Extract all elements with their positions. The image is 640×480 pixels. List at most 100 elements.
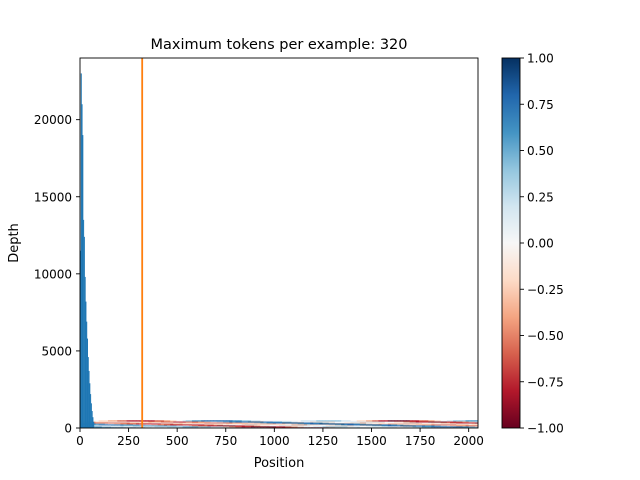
heatmap-cell	[331, 425, 336, 427]
heatmap-cell	[450, 426, 454, 428]
heatmap-cell	[188, 420, 193, 422]
heatmap-cell	[101, 426, 106, 428]
heatmap-cell	[313, 424, 317, 426]
heatmap-cell	[179, 420, 183, 422]
y-tick-label: 0	[64, 422, 72, 436]
heatmap-cell	[226, 423, 230, 425]
heatmap-cell	[126, 426, 131, 428]
heatmap-cell	[378, 423, 382, 425]
heatmap-cell	[412, 424, 417, 426]
heatmap-cell	[409, 424, 414, 426]
heatmap-cell	[123, 424, 127, 426]
heatmap-cell	[154, 424, 159, 426]
heatmap-cell	[257, 425, 261, 427]
heatmap-cell	[269, 427, 274, 428]
heatmap-cell	[210, 426, 215, 428]
heatmap-cell	[254, 423, 258, 425]
heatmap-cell	[325, 426, 330, 428]
heatmap-cell	[453, 423, 457, 425]
heatmap-cell	[282, 422, 286, 424]
heatmap-cell	[191, 427, 196, 428]
heatmap-cell	[120, 424, 124, 426]
heatmap-cell	[148, 422, 152, 424]
heatmap-cell	[462, 427, 466, 428]
heatmap-cell	[300, 423, 305, 425]
heatmap-cell	[160, 425, 165, 427]
heatmap-cell	[322, 422, 326, 424]
heatmap-cell	[176, 421, 180, 423]
colorbar-tick-label: 0.25	[527, 190, 554, 204]
heatmap-cell	[167, 427, 171, 428]
heatmap-cell	[201, 427, 205, 428]
heatmap-cell	[176, 423, 180, 425]
heatmap-cell	[247, 426, 252, 428]
heatmap-cell	[412, 420, 417, 422]
heatmap-cell	[216, 427, 221, 428]
heatmap-cell	[219, 422, 224, 424]
heatmap-cell	[244, 423, 249, 425]
heatmap-cell	[104, 421, 109, 423]
heatmap-cell	[266, 420, 270, 422]
heatmap-cell	[313, 423, 317, 425]
heatmap-cell	[167, 422, 171, 424]
heatmap-cell	[328, 424, 333, 426]
heatmap-cell	[188, 426, 193, 428]
heatmap-cell	[294, 421, 298, 423]
heatmap-cell	[288, 423, 292, 425]
heatmap-cell	[275, 426, 280, 428]
heatmap-cell	[387, 420, 392, 422]
heatmap-cell	[160, 426, 165, 428]
heatmap-cell	[269, 421, 274, 423]
heatmap-cell	[303, 425, 308, 427]
heatmap-cell	[167, 426, 171, 428]
heatmap-cell	[434, 421, 438, 423]
heatmap-cell	[275, 421, 280, 423]
heatmap-cell	[319, 425, 323, 427]
heatmap-cell	[375, 420, 379, 422]
heatmap-cell	[95, 421, 99, 423]
heatmap-cell	[126, 422, 131, 424]
heatmap-cell	[107, 426, 112, 428]
heatmap-cell	[219, 427, 224, 428]
heatmap-cell	[306, 422, 311, 424]
heatmap-cell	[331, 424, 336, 426]
heatmap-cell	[406, 420, 410, 422]
heatmap-cell	[132, 426, 137, 428]
heatmap-cell	[450, 420, 454, 422]
heatmap-cell	[266, 422, 270, 424]
histogram-bar	[81, 104, 83, 428]
heatmap-cell	[350, 427, 354, 428]
heatmap-cell	[350, 421, 354, 423]
heatmap-cell	[316, 421, 320, 423]
heatmap-cell	[468, 424, 473, 426]
heatmap-cell	[418, 424, 423, 426]
heatmap-cell	[331, 426, 336, 428]
heatmap-cell	[282, 425, 286, 427]
heatmap-cell	[415, 420, 420, 422]
heatmap-cell	[446, 421, 451, 423]
heatmap-cell	[446, 425, 451, 427]
heatmap-cell	[297, 427, 302, 428]
heatmap-cell	[468, 426, 473, 428]
heatmap-cell	[362, 420, 367, 422]
heatmap-cell	[232, 421, 236, 423]
heatmap-cell	[163, 424, 168, 426]
x-tick-label: 2000	[453, 434, 484, 448]
heatmap-cell	[210, 425, 215, 427]
heatmap-cell	[347, 427, 351, 428]
heatmap-cell	[247, 423, 252, 425]
heatmap-cell	[300, 422, 305, 424]
heatmap-cell	[251, 427, 255, 428]
heatmap-cell	[135, 420, 140, 422]
heatmap-cell	[244, 424, 249, 426]
heatmap-cell	[182, 426, 187, 428]
heatmap-cell	[316, 427, 320, 428]
heatmap-cell	[129, 425, 134, 427]
heatmap-cell	[428, 423, 432, 425]
heatmap-cell	[331, 423, 336, 425]
heatmap-cell	[101, 420, 106, 422]
heatmap-cell	[306, 423, 311, 425]
heatmap-cell	[291, 426, 295, 428]
heatmap-cell	[356, 420, 361, 422]
heatmap-cell	[431, 420, 435, 422]
